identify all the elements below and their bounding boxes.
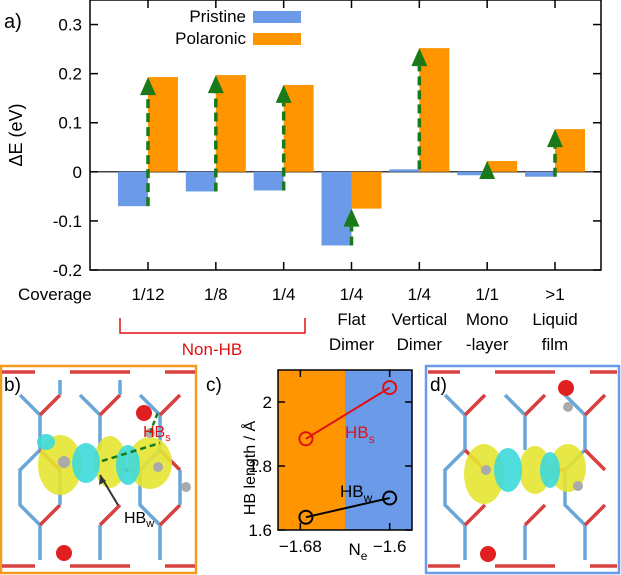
legend-label-pristine: Pristine (189, 7, 246, 26)
y-tick-label: 0 (73, 163, 82, 182)
bar-polaronic (555, 129, 585, 172)
bar-pristine (321, 171, 352, 246)
energy-arrow-head (140, 77, 156, 96)
y-tick-label: 0.2 (58, 65, 82, 84)
bar-polaronic (419, 48, 450, 172)
category-label: film (542, 335, 568, 354)
y-tick-label: -0.1 (53, 212, 82, 231)
c-y-tick-label: 1.8 (248, 457, 272, 476)
charge-density-lobes (37, 434, 172, 495)
panel-c: c) HB length / Å 1.61.82−1.68 −1.6HBsHBw … (206, 369, 413, 563)
category-label: Flat (337, 310, 366, 329)
atoms-d (480, 380, 583, 562)
c-x-tick-label: −1.6 (373, 537, 407, 556)
bar-pristine (525, 171, 555, 177)
energy-arrow-head (547, 129, 563, 148)
category-label: Dimer (329, 335, 375, 354)
c-y-tick-label: 1.6 (248, 521, 272, 540)
category-label: 1/12 (131, 285, 164, 304)
c-y-tick-label: 2 (263, 393, 272, 412)
panel-c-y-axis-label: HB length / Å (240, 421, 259, 516)
bar-pristine (253, 171, 284, 191)
hbs-bond (148, 411, 160, 434)
c-series-line (305, 497, 390, 519)
y-tick-label: 0.3 (58, 16, 82, 35)
legend-label-polaronic: Polaronic (175, 29, 246, 48)
c-hbs-sub: s (369, 432, 375, 446)
category-label: 1/4 (340, 285, 364, 304)
x-axis-label: Coverage (18, 285, 92, 304)
legend-swatch-polaronic (253, 33, 301, 45)
bar-pristine (185, 171, 216, 192)
panel-c-frame (277, 369, 413, 531)
hbw-bond (101, 441, 161, 463)
category-label: 1/4 (272, 285, 296, 304)
category-label: 1/4 (408, 285, 432, 304)
c-point (298, 431, 314, 447)
panel-a-label: a) (4, 11, 22, 33)
panel-a: a) ΔE (eV) -0.2 -0.1 0 0.1 0.2 0.3 Pristine P… (4, 0, 602, 359)
y-ticks: -0.2 -0.1 0 0.1 0.2 0.3 (53, 0, 601, 280)
plot-frame (89, 0, 602, 271)
category-label: Mono (466, 310, 509, 329)
c-hbw-main: HB (340, 482, 364, 501)
arrows (140, 48, 563, 246)
category-label: >1 (545, 285, 564, 304)
pristine-region (345, 370, 412, 530)
bar-polaronic (351, 171, 382, 209)
nonhb-label: Non-HB (182, 340, 242, 359)
nonhb-bracket (119, 318, 306, 334)
category-label: 1/1 (475, 285, 499, 304)
panel-b-hbw-main: HB (124, 510, 146, 527)
category-labels: 1/12 1/8 1/4 1/4 Flat Dimer 1/4 Vertical Dimer 1/… (131, 285, 577, 354)
legend: Pristine Polaronic (175, 7, 301, 48)
panel-b-label: b) (4, 375, 21, 396)
c-point (298, 509, 314, 525)
c-hbw-sub: w (363, 491, 373, 505)
c-point (382, 490, 398, 506)
category-label: Vertical (391, 310, 447, 329)
atoms (56, 405, 191, 561)
panel-b-hbs-main: HB (143, 424, 165, 441)
category-label: Liquid (532, 310, 577, 329)
bars (118, 48, 585, 246)
panel-b-hbs-label: HBs (143, 424, 171, 444)
panel-b-hbw-sub: w (145, 518, 154, 530)
panel-c-x-axis-label: Ne (349, 540, 368, 563)
bar-polaronic (487, 161, 518, 172)
energy-arrow-head (479, 161, 496, 180)
energy-arrow-head (343, 208, 360, 227)
panel-b-structure: b) HBs HBw (0, 364, 198, 575)
category-label: 1/8 (204, 285, 228, 304)
c-series-line (305, 386, 391, 440)
legend-swatch-pristine (253, 11, 301, 23)
energy-arrow-head (275, 84, 292, 103)
panel-c-xlabel-sub: e (361, 549, 368, 563)
bar-pristine (457, 171, 488, 176)
category-label: Dimer (397, 335, 443, 354)
c-hbs-main: HB (345, 423, 369, 442)
y-tick-label: 0.1 (58, 114, 82, 133)
y-axis-label: ΔE (eV) (6, 103, 26, 166)
c-hbw-label: HBw (340, 482, 373, 505)
c-hbs-label: HBs (345, 423, 375, 446)
panel-d-structure: d) (424, 364, 621, 575)
energy-arrow-head (207, 75, 224, 94)
panel-c-label: c) (206, 375, 222, 396)
c-point (382, 380, 398, 396)
hbw-pointer-head (99, 475, 106, 485)
panel-c-xlabel-main: N (349, 540, 361, 559)
category-label: -layer (466, 335, 509, 354)
panel-b-hbw-label: HBw (124, 510, 154, 530)
y-tick-label: -0.2 (53, 261, 82, 280)
panel-b-hbs-sub: s (165, 432, 171, 444)
polaronic-region (278, 370, 345, 530)
energy-arrow-head (411, 48, 428, 67)
panel-d-label: d) (430, 375, 447, 396)
bar-pristine (389, 169, 420, 172)
c-x-tick-label: −1.68 (279, 537, 322, 556)
bar-pristine (118, 171, 148, 207)
